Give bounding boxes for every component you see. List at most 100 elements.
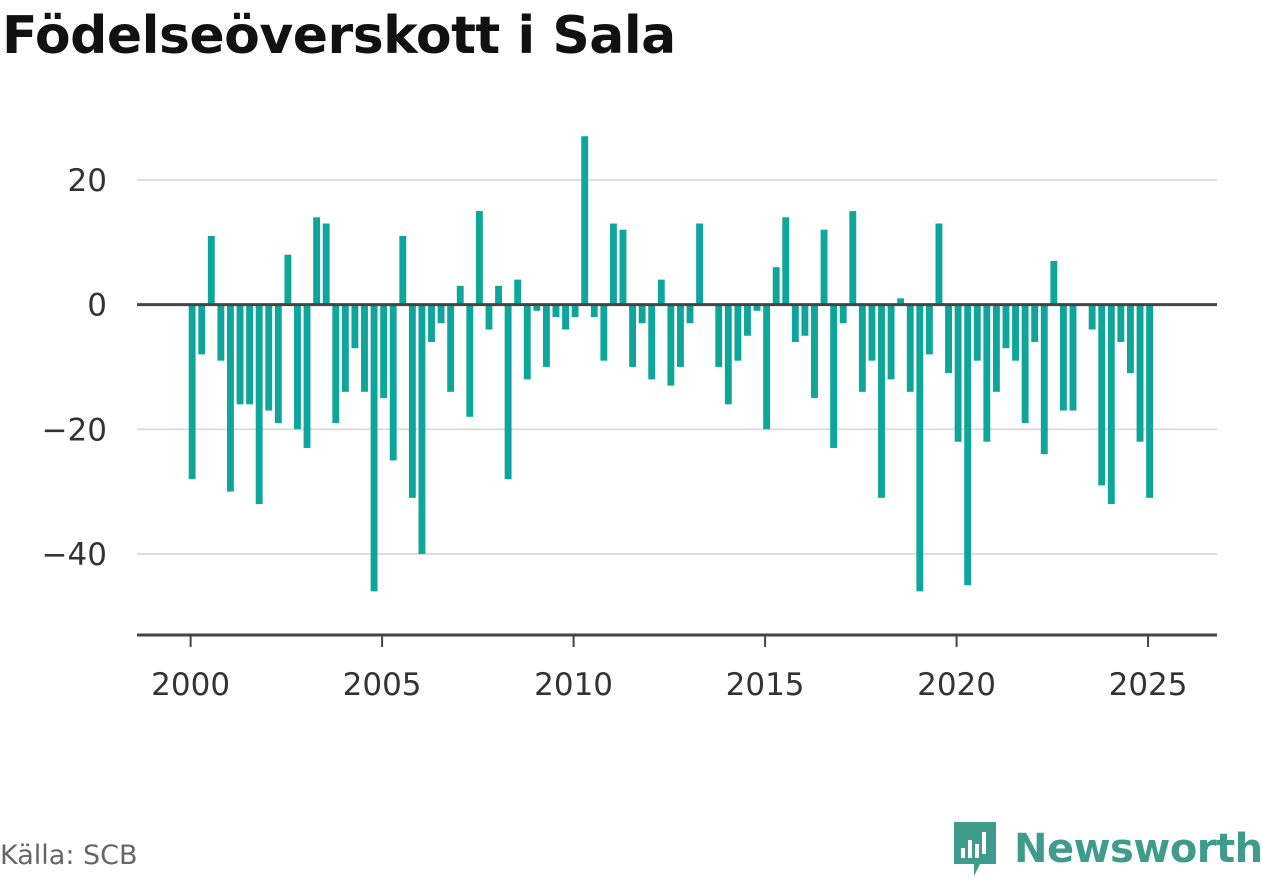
- brand-name: Newsworthy: [1014, 826, 1262, 872]
- bar: [830, 304, 838, 448]
- bar: [1069, 304, 1077, 411]
- bar: [370, 304, 378, 592]
- bar: [294, 304, 301, 430]
- bar: [1127, 304, 1134, 374]
- bar: [724, 304, 732, 405]
- y-tick-labels: 20 0 −20 −40: [42, 163, 107, 573]
- bar: [207, 235, 215, 305]
- bar: [1002, 304, 1010, 349]
- bar: [504, 304, 512, 480]
- bar: [964, 304, 972, 586]
- bar: [523, 304, 531, 380]
- bar: [227, 304, 234, 492]
- bar: [992, 304, 1000, 392]
- bar: [466, 304, 474, 417]
- bar: [1031, 304, 1039, 342]
- bar: [906, 304, 914, 392]
- bar: [1021, 304, 1029, 424]
- bar: [887, 304, 895, 380]
- bar: [217, 304, 225, 361]
- y-tick-label: −40: [42, 537, 107, 573]
- bar: [542, 304, 550, 367]
- bar: [600, 304, 608, 361]
- bar: [456, 285, 464, 305]
- bar: [485, 304, 493, 330]
- bar: [667, 304, 675, 386]
- bar: [839, 304, 847, 324]
- bar: [552, 304, 560, 318]
- bar: [657, 279, 665, 305]
- bar: [1012, 304, 1019, 361]
- bar: [246, 304, 254, 405]
- x-tick-label: 2000: [151, 667, 230, 703]
- bar: [744, 304, 751, 336]
- bar: [782, 217, 790, 305]
- bar: [437, 304, 445, 324]
- y-tick-label: 0: [87, 288, 107, 324]
- bar: [495, 285, 502, 305]
- bar: [916, 304, 924, 592]
- bar: [925, 304, 933, 355]
- bar: [954, 304, 962, 442]
- bar: [1146, 304, 1154, 498]
- bar: [322, 223, 330, 305]
- bar: [1136, 304, 1144, 442]
- x-tick-label: 2005: [343, 667, 422, 703]
- bar: [715, 304, 723, 367]
- bar: [313, 217, 321, 305]
- bar: [188, 304, 196, 480]
- bar: [1107, 304, 1115, 505]
- newsworthy-logo-icon: [954, 822, 996, 876]
- bar: [361, 304, 368, 392]
- x-tick-label: 2010: [534, 667, 613, 703]
- bar: [274, 304, 282, 424]
- bar: [514, 279, 522, 305]
- bar: [609, 223, 617, 305]
- bar: [236, 304, 244, 405]
- bar: [753, 304, 761, 311]
- bar: [945, 304, 952, 374]
- bar: [935, 223, 943, 305]
- bar: [399, 235, 407, 305]
- bar: [418, 304, 426, 554]
- x-tick-labels: 2000 2005 2010 2015 2020 2025: [151, 667, 1187, 703]
- chart-title: Födelseöverskott i Sala: [2, 6, 676, 66]
- bar: [303, 304, 311, 448]
- bar: [849, 211, 857, 305]
- bar: [255, 304, 263, 505]
- source-note: Källa: SCB: [0, 840, 138, 871]
- bar: [878, 304, 885, 498]
- bar: [734, 304, 742, 361]
- bar: [475, 211, 483, 305]
- bar: [801, 304, 809, 336]
- bar: [696, 223, 704, 305]
- y-tick-label: 20: [68, 163, 107, 199]
- bar: [1098, 304, 1106, 486]
- bar: [677, 304, 684, 367]
- bar: [351, 304, 359, 349]
- bar: [590, 304, 598, 318]
- bar: [428, 304, 435, 342]
- bar: [1088, 304, 1096, 330]
- bar: [581, 136, 589, 305]
- x-tick-label: 2025: [1109, 667, 1188, 703]
- bar: [983, 304, 991, 442]
- bar: [897, 298, 905, 305]
- newsworthy-logo[interactable]: Newsworthy: [950, 818, 1262, 880]
- x-tick-label: 2015: [726, 667, 805, 703]
- bar: [332, 304, 340, 424]
- bar: [772, 267, 780, 305]
- bar: [408, 304, 416, 498]
- bar: [868, 304, 876, 361]
- x-tick-label: 2020: [917, 667, 996, 703]
- bar: [638, 304, 646, 324]
- bar: [1117, 304, 1125, 342]
- bar: [265, 304, 273, 411]
- bar: [389, 304, 397, 461]
- bars: [188, 136, 1154, 592]
- bar: [811, 304, 818, 399]
- bar: [380, 304, 388, 399]
- x-axis: [137, 633, 1217, 647]
- bar: [791, 304, 799, 342]
- bar: [571, 304, 579, 318]
